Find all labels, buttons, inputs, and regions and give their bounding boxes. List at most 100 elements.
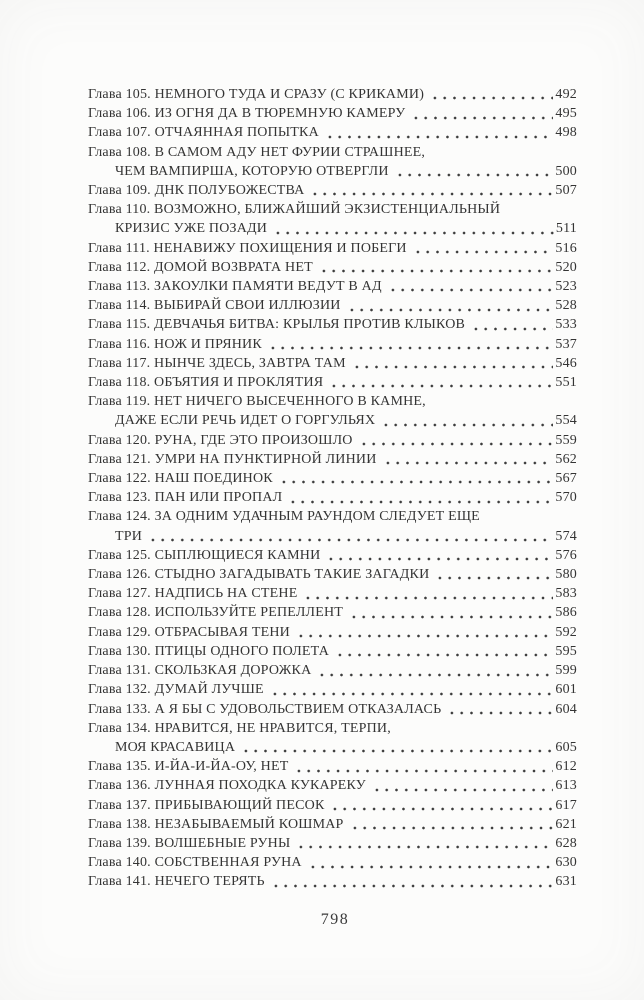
toc-entry: Глава 137. ПРИБЫВАЮЩИЙ ПЕСОК 617 [88, 795, 577, 815]
dot-leader [433, 565, 554, 585]
toc-entry-line: Глава 141. НЕЧЕГО ТЕРЯТЬ 631 [88, 872, 577, 892]
toc-entry-title: Глава 137. ПРИБЫВАЮЩИЙ ПЕСОК [88, 797, 325, 813]
toc-entry-page: 554 [555, 413, 577, 429]
toc-entry-title: Глава 126. СТЫДНО ЗАГАДЫВАТЬ ТАКИЕ ЗАГАД… [88, 567, 430, 583]
toc-entry-page: 562 [555, 451, 577, 467]
dot-leader [276, 469, 554, 489]
toc-entry-line: КРИЗИС УЖЕ ПОЗАДИ 511 [88, 219, 577, 239]
toc-entry: Глава 126. СТЫДНО ЗАГАДЫВАТЬ ТАКИЕ ЗАГАД… [88, 565, 577, 585]
toc-entry: Глава 134. НРАВИТСЯ, НЕ НРАВИТСЯ, ТЕРПИ,… [88, 719, 577, 758]
dot-leader [305, 853, 554, 873]
dot-leader [267, 680, 554, 700]
toc-entry-line: Глава 134. НРАВИТСЯ, НЕ НРАВИТСЯ, ТЕРПИ, [88, 719, 577, 738]
dot-leader [469, 315, 554, 335]
toc-entry: Глава 139. ВОЛШЕБНЫЕ РУНЫ 628 [88, 833, 577, 854]
toc-entry-page: 628 [555, 835, 577, 851]
dot-leader [379, 411, 554, 431]
table-of-contents: Глава 105. НЕМНОГО ТУДА И СРАЗУ (С КРИКА… [88, 85, 577, 892]
toc-entry-title: Глава 116. НОЖ И ПРЯНИК [88, 336, 262, 352]
toc-entry-page: 580 [555, 567, 577, 583]
toc-entry-line: Глава 127. НАДПИСЬ НА СТЕНЕ 583 [88, 584, 577, 604]
toc-entry: Глава 111. НЕНАВИЖУ ПОХИЩЕНИЯ И ПОБЕГИ 51… [88, 238, 577, 258]
dot-leader [380, 449, 554, 470]
toc-entry-line: Глава 111. НЕНАВИЖУ ПОХИЩЕНИЯ И ПОБЕГИ 51… [88, 238, 577, 258]
toc-entry: Глава 107. ОТЧАЯННАЯ ПОПЫТКА 498 [88, 123, 577, 143]
toc-entry-line: Глава 121. УМРИ НА ПУНКТИРНОЙ ЛИНИИ 562 [88, 449, 577, 470]
dot-leader [292, 757, 554, 777]
toc-entry: Глава 132. ДУМАЙ ЛУЧШЕ 601 [88, 680, 577, 700]
toc-entry-line: Глава 114. ВЫБИРАЙ СВОИ ИЛЛЮЗИИ 528 [88, 296, 577, 316]
toc-entry-line: Глава 113. ЗАКОУЛКИ ПАМЯТИ ВЕДУТ В АД 523 [88, 277, 577, 297]
toc-entry-line: Глава 110. ВОЗМОЖНО, БЛИЖАЙШИЙ ЭКЗИСТЕНЦ… [88, 200, 577, 219]
toc-entry: Глава 113. ЗАКОУЛКИ ПАМЯТИ ВЕДУТ В АД 523 [88, 277, 577, 297]
toc-entry-line: Глава 118. ОБЪЯТИЯ И ПРОКЛЯТИЯ 551 [88, 373, 577, 393]
toc-entry-line: ТРИ 574 [88, 526, 577, 546]
toc-entry-title: Глава 106. ИЗ ОГНЯ ДА В ТЮРЕМНУЮ КАМЕРУ [88, 106, 406, 122]
toc-entry-title: Глава 122. НАШ ПОЕДИНОК [88, 471, 273, 487]
toc-entry-page: 520 [555, 259, 577, 275]
toc-entry: Глава 135. И-ЙА-И-ЙА-ОУ, НЕТ 612 [88, 757, 577, 777]
toc-entry-page: 583 [555, 586, 577, 602]
toc-entry-line: Глава 112. ДОМОЙ ВОЗВРАТА НЕТ 520 [88, 257, 577, 278]
toc-entry: Глава 125. СЫПЛЮЩИЕСЯ КАМНИ 576 [88, 545, 577, 566]
toc-entry-line: Глава 106. ИЗ ОГНЯ ДА В ТЮРЕМНУЮ КАМЕРУ 4… [88, 104, 577, 124]
dot-leader [322, 123, 554, 143]
toc-entry-line: Глава 139. ВОЛШЕБНЫЕ РУНЫ 628 [88, 833, 577, 854]
toc-entry-title: Глава 117. НЫНЧЕ ЗДЕСЬ, ЗАВТРА ТАМ [88, 355, 346, 371]
toc-entry: Глава 116. НОЖ И ПРЯНИК 537 [88, 334, 577, 354]
page-number: 798 [320, 911, 350, 928]
toc-entry-page: 586 [555, 605, 577, 621]
toc-entry-title: Глава 120. РУНА, ГДЕ ЭТО ПРОИЗОШЛО [88, 432, 353, 448]
dot-leader [265, 334, 554, 354]
toc-entry: Глава 106. ИЗ ОГНЯ ДА В ТЮРЕМНУЮ КАМЕРУ 4… [88, 104, 577, 124]
toc-entry-title: КРИЗИС УЖЕ ПОЗАДИ [115, 221, 268, 237]
toc-entry-line: Глава 133. А Я БЫ С УДОВОЛЬСТВИЕМ ОТКАЗА… [88, 699, 577, 719]
dot-leader [301, 584, 554, 604]
toc-entry-title: Глава 133. А Я БЫ С УДОВОЛЬСТВИЕМ ОТКАЗА… [88, 701, 442, 717]
dot-leader [410, 238, 554, 258]
dot-leader [349, 353, 554, 374]
toc-entry: Глава 110. ВОЗМОЖНО, БЛИЖАЙШИЙ ЭКЗИСТЕНЦ… [88, 200, 577, 239]
toc-entry-line: Глава 124. ЗА ОДНИМ УДАЧНЫМ РАУНДОМ СЛЕД… [88, 507, 577, 526]
toc-entry-title: Глава 139. ВОЛШЕБНЫЕ РУНЫ [88, 835, 291, 851]
toc-entry-title: Глава 127. НАДПИСЬ НА СТЕНЕ [88, 586, 298, 602]
dot-leader [146, 526, 554, 546]
toc-entry: Глава 105. НЕМНОГО ТУДА И СРАЗУ (С КРИКА… [88, 85, 577, 105]
toc-entry-title: Глава 131. СКОЛЬЗКАЯ ДОРОЖКА [88, 663, 312, 679]
toc-entry-page: 617 [555, 797, 577, 813]
toc-entry-title: Глава 111. НЕНАВИЖУ ПОХИЩЕНИЯ И ПОБЕГИ [88, 240, 407, 256]
dot-leader [308, 181, 554, 201]
toc-entry-page: 605 [555, 739, 577, 755]
dot-leader [286, 488, 554, 508]
toc-entry-page: 574 [555, 528, 577, 544]
toc-entry: Глава 115. ДЕВЧАЧЬЯ БИТВА: КРЫЛЬЯ ПРОТИВ… [88, 315, 577, 335]
toc-entry: Глава 133. А Я БЫ С УДОВОЛЬСТВИЕМ ОТКАЗА… [88, 699, 577, 719]
toc-entry-title: Глава 132. ДУМАЙ ЛУЧШЕ [88, 682, 264, 698]
toc-entry-line: Глава 131. СКОЛЬЗКАЯ ДОРОЖКА 599 [88, 661, 577, 681]
toc-entry-title: Глава 118. ОБЪЯТИЯ И ПРОКЛЯТИЯ [88, 375, 324, 391]
dot-leader [333, 641, 554, 662]
dot-leader [293, 622, 554, 642]
toc-entry-title: ДАЖЕ ЕСЛИ РЕЧЬ ИДЕТ О ГОРГУЛЬЯХ [115, 413, 376, 429]
toc-entry-line: МОЯ КРАСАВИЦА 605 [88, 737, 577, 758]
toc-entry-line: Глава 108. В САМОМ АДУ НЕТ ФУРИИ СТРАШНЕ… [88, 143, 577, 162]
toc-entry-page: 546 [555, 355, 577, 371]
toc-entry-title: Глава 129. ОТБРАСЫВАЯ ТЕНИ [88, 624, 290, 640]
toc-entry-line: Глава 116. НОЖ И ПРЯНИК 537 [88, 334, 577, 354]
toc-entry: Глава 136. ЛУННАЯ ПОХОДКА КУКАРЕКУ 613 [88, 776, 577, 796]
dot-leader [347, 814, 554, 834]
toc-entry-line: Глава 105. НЕМНОГО ТУДА И СРАЗУ (С КРИКА… [88, 85, 577, 105]
toc-entry-page: 551 [555, 375, 577, 391]
toc-entry-title: Глава 119. НЕТ НИЧЕГО ВЫСЕЧЕННОГО В КАМН… [88, 394, 426, 410]
toc-entry-title: Глава 121. УМРИ НА ПУНКТИРНОЙ ЛИНИИ [88, 451, 377, 467]
toc-entry-title: Глава 109. ДНК ПОЛУБОЖЕСТВА [88, 183, 305, 199]
toc-entry-title: Глава 141. НЕЧЕГО ТЕРЯТЬ [88, 874, 265, 890]
dot-leader [316, 257, 554, 278]
toc-entry-title: Глава 115. ДЕВЧАЧЬЯ БИТВА: КРЫЛЬЯ ПРОТИВ… [88, 317, 466, 333]
toc-entry-line: Глава 123. ПАН ИЛИ ПРОПАЛ 570 [88, 488, 577, 508]
toc-entry-line: Глава 138. НЕЗАБЫВАЕМЫЙ КОШМАР 621 [88, 814, 577, 834]
toc-entry-line: Глава 125. СЫПЛЮЩИЕСЯ КАМНИ 576 [88, 545, 577, 566]
toc-entry-line: Глава 117. НЫНЧЕ ЗДЕСЬ, ЗАВТРА ТАМ 546 [88, 353, 577, 374]
toc-entry-title: Глава 108. В САМОМ АДУ НЕТ ФУРИИ СТРАШНЕ… [88, 144, 426, 160]
toc-entry-page: 511 [555, 221, 577, 237]
